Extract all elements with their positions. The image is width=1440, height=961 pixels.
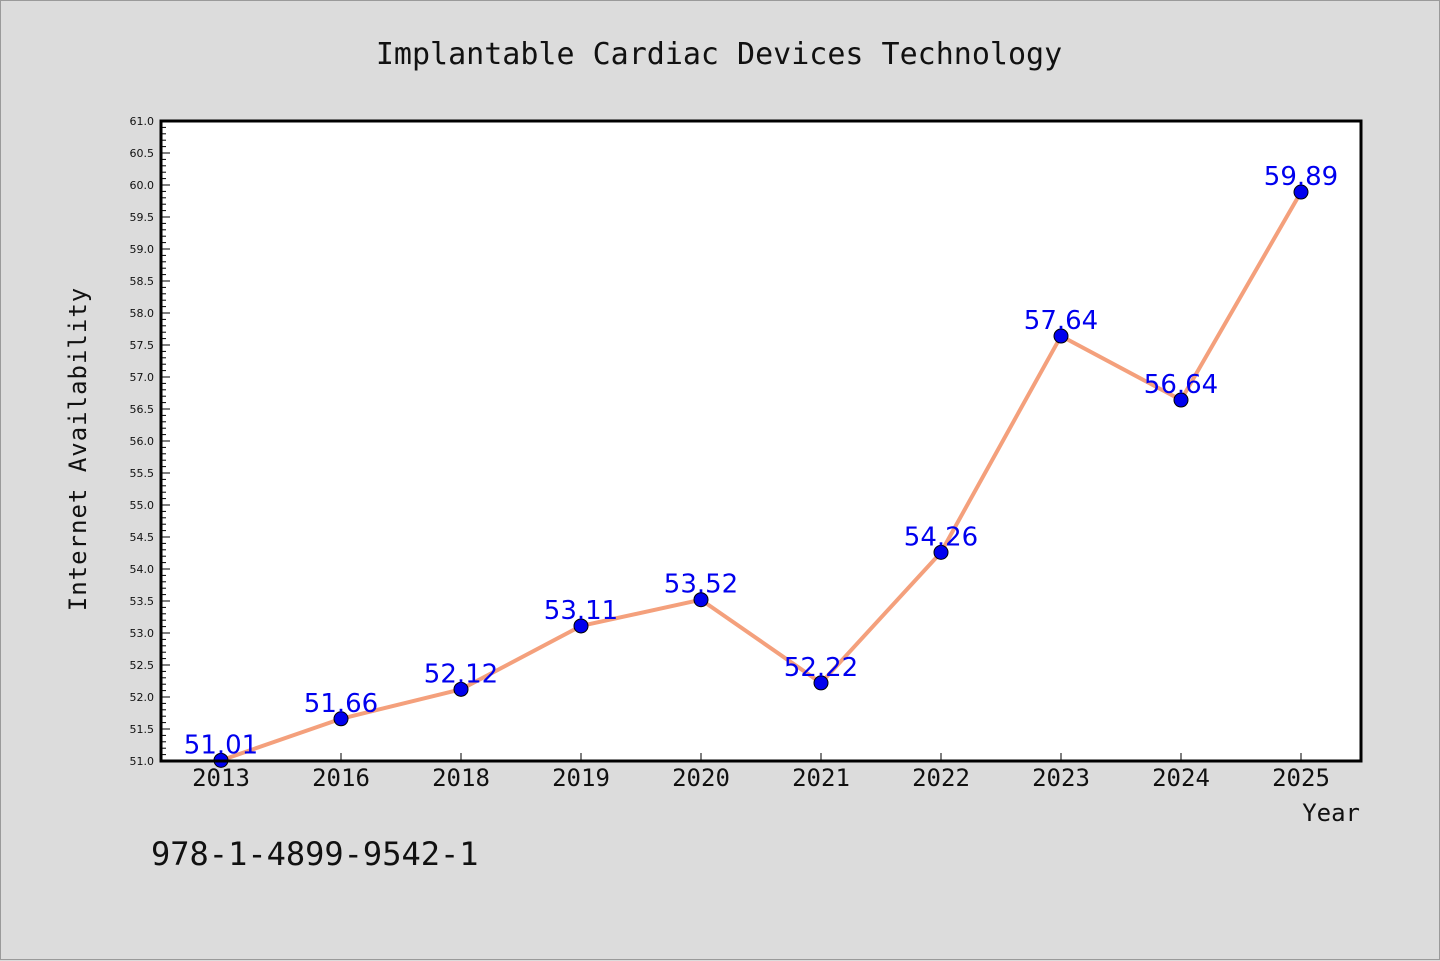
y-tick-label: 52.0	[130, 691, 155, 704]
y-tick-label: 55.0	[130, 499, 155, 512]
y-tick-label: 60.0	[130, 179, 155, 192]
y-tick-label: 55.5	[130, 467, 155, 480]
y-tick-label: 60.5	[130, 147, 155, 160]
x-tick-label: 2021	[792, 764, 850, 792]
y-tick-label: 56.0	[130, 435, 155, 448]
y-tick-label: 57.5	[130, 339, 155, 352]
data-point	[933, 544, 949, 560]
data-label: 51.01	[184, 730, 258, 760]
x-tick-label: 2020	[672, 764, 730, 792]
y-tick-label: 54.0	[130, 563, 155, 576]
y-tick-label: 54.5	[130, 531, 155, 544]
x-tick-label: 2018	[432, 764, 490, 792]
y-tick-label: 52.5	[130, 659, 155, 672]
y-axis-ticks: 51.0 51.5 52.0 52.5 53.0 53.5 54.0 54.5 55.0 55.5…	[130, 115, 170, 768]
y-tick-label: 51.0	[130, 755, 155, 768]
y-tick-label: 53.5	[130, 595, 155, 608]
y-tick-label: 51.5	[130, 723, 155, 736]
data-label: 52.22	[784, 653, 858, 683]
y-tick-label: 57.0	[130, 371, 155, 384]
x-tick-label: 2024	[1152, 764, 1210, 792]
chart-title: Implantable Cardiac Devices Technology	[376, 37, 1062, 72]
y-tick-label: 59.5	[130, 211, 155, 224]
data-point	[1053, 328, 1069, 344]
y-tick-label: 58.0	[130, 307, 155, 320]
data-label: 56.64	[1144, 370, 1218, 400]
plot-frame	[159, 119, 1363, 763]
data-label: 53.52	[664, 570, 738, 600]
y-tick-label: 61.0	[130, 115, 155, 128]
data-label: 57.64	[1024, 306, 1098, 336]
x-tick-label: 2022	[912, 764, 970, 792]
y-axis-title: Internet Availability	[64, 287, 92, 611]
data-label: 52.12	[424, 659, 498, 689]
data-label: 51.66	[304, 689, 378, 719]
data-label: 54.26	[904, 522, 978, 552]
data-point	[453, 681, 469, 697]
x-axis-ticks: 2013 2016 2018 2019 2020 2021 2022 2023 2024 2025	[192, 753, 1330, 792]
data-point	[333, 711, 349, 727]
y-tick-label: 58.5	[130, 275, 155, 288]
y-tick-label: 59.0	[130, 243, 155, 256]
data-point	[813, 675, 829, 691]
data-point	[1173, 392, 1189, 408]
data-point	[573, 618, 589, 634]
x-tick-label: 2013	[192, 764, 250, 792]
x-tick-label: 2023	[1032, 764, 1090, 792]
y-tick-label: 53.0	[130, 627, 155, 640]
x-tick-label: 2016	[312, 764, 370, 792]
plot-area	[161, 121, 1361, 761]
x-tick-label: 2025	[1272, 764, 1330, 792]
data-point	[693, 592, 709, 608]
data-label: 59.89	[1264, 162, 1338, 192]
series-line	[220, 191, 1303, 763]
data-point	[1293, 184, 1309, 200]
data-series: 51.01 51.66 52.12 53.11 53.52 52.22 54.26 57.64…	[184, 162, 1338, 768]
y-tick-label: 56.5	[130, 403, 155, 416]
footer-isbn: 978-1-4899-9542-1	[151, 835, 479, 873]
x-axis-title: Year	[1302, 799, 1360, 827]
x-tick-label: 2019	[552, 764, 610, 792]
data-label: 53.11	[544, 596, 618, 626]
